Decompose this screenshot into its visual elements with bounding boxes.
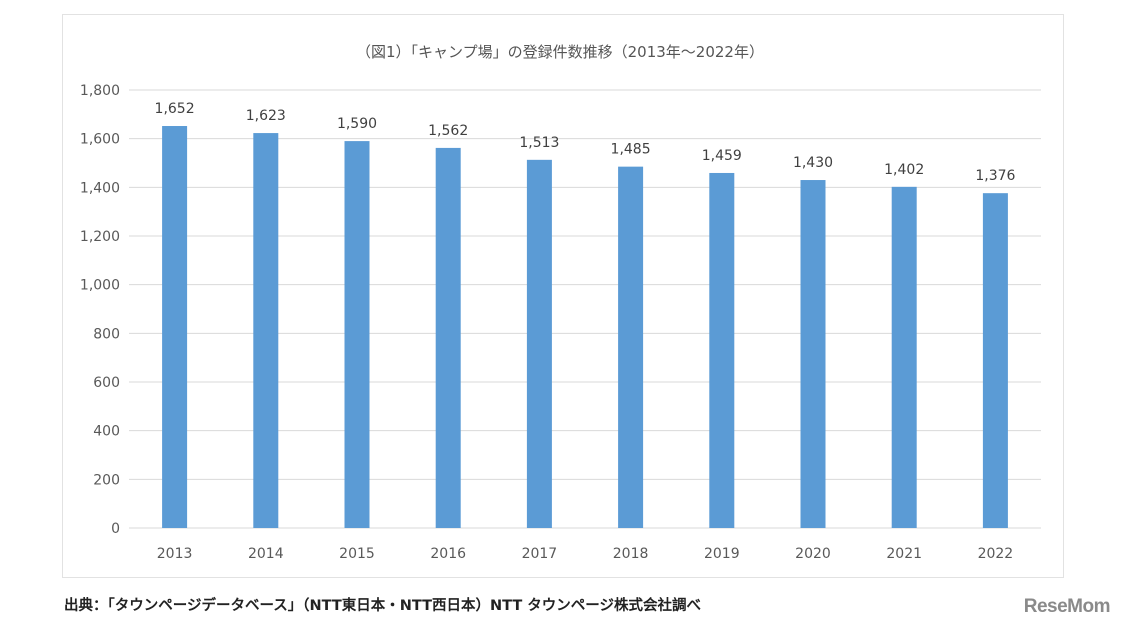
- y-tick-label: 1,200: [80, 229, 120, 245]
- y-tick-label: 1,400: [80, 180, 120, 196]
- bar-2019: [709, 172, 735, 528]
- chart-frame: （図1）「キャンプ場」の登録件数推移（2013年～2022年） 0 200 400 6…: [62, 14, 1064, 578]
- y-tick-label: 600: [93, 375, 120, 391]
- chart-title: （図1）「キャンプ場」の登録件数推移（2013年～2022年）: [356, 43, 764, 61]
- x-tick-label: 2013: [157, 546, 193, 562]
- x-axis: 2013 2014 2015 2016 2017 2018 2019 2020 2021 2022: [157, 546, 1013, 562]
- bar-2021: [891, 186, 917, 528]
- bar-2013: [162, 126, 188, 528]
- y-tick-label: 800: [93, 326, 120, 342]
- data-labels: 1,652 1,623 1,590 1,562 1,513 1,485 1,459 1,430…: [155, 101, 1016, 184]
- x-tick-label: 2015: [339, 546, 375, 562]
- site-logo: ReseMom: [1023, 596, 1111, 617]
- bar-2022: [982, 193, 1008, 528]
- y-tick-label: 1,600: [80, 132, 120, 148]
- data-label: 1,430: [793, 155, 833, 171]
- bars: [162, 126, 1008, 529]
- bar-chart: （図1）「キャンプ場」の登録件数推移（2013年～2022年） 0 200 400 6…: [80, 43, 1041, 562]
- data-label: 1,652: [155, 101, 195, 117]
- y-tick-label: 0: [111, 521, 120, 537]
- x-tick-label: 2016: [430, 546, 466, 562]
- x-tick-label: 2022: [978, 546, 1014, 562]
- data-label: 1,376: [975, 168, 1015, 184]
- data-label: 1,459: [702, 148, 742, 164]
- data-label: 1,562: [428, 123, 468, 139]
- data-label: 1,485: [611, 142, 651, 158]
- y-tick-label: 1,000: [80, 278, 120, 294]
- bar-2015: [344, 141, 370, 528]
- data-label: 1,623: [246, 108, 286, 124]
- x-tick-label: 2020: [795, 546, 831, 562]
- bar-2016: [435, 147, 461, 528]
- x-tick-label: 2014: [248, 546, 284, 562]
- x-tick-label: 2021: [886, 546, 922, 562]
- data-label: 1,513: [519, 135, 559, 151]
- bar-2014: [253, 133, 279, 528]
- grid-lines: [129, 89, 1041, 529]
- y-axis: 0 200 400 600 800 1,000 1,200 1,400 1,600 1,800: [80, 83, 120, 537]
- x-tick-label: 2017: [522, 546, 558, 562]
- data-label: 1,590: [337, 116, 377, 132]
- x-tick-label: 2018: [613, 546, 649, 562]
- bar-2017: [526, 159, 552, 528]
- y-tick-label: 1,800: [80, 83, 120, 99]
- source-note: 出典：「タウンページデータベース」（NTT東日本・NTT西日本）NTT タウンペ…: [64, 598, 701, 614]
- bar-2020: [800, 180, 826, 529]
- y-tick-label: 200: [93, 472, 120, 488]
- y-tick-label: 400: [93, 424, 120, 440]
- x-tick-label: 2019: [704, 546, 740, 562]
- bar-2018: [618, 166, 644, 528]
- data-label: 1,402: [884, 162, 924, 178]
